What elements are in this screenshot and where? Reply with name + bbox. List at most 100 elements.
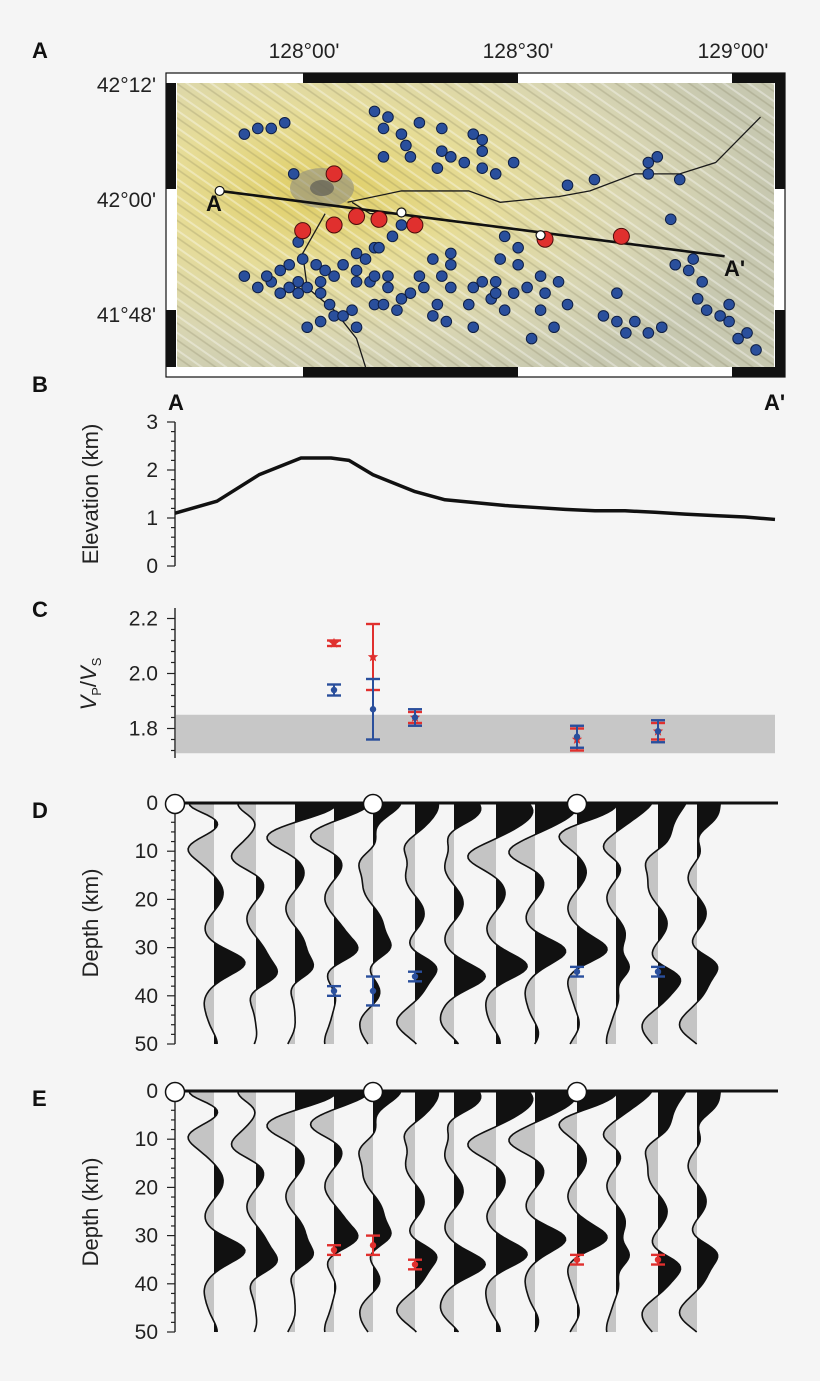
- station-marker: [310, 258, 322, 271]
- station-marker: [512, 258, 524, 271]
- station-marker: [350, 264, 363, 277]
- panel-d-trace-line: [187, 802, 246, 1045]
- panel-d-trace-negative-fill: [559, 803, 577, 1044]
- panel-e-trace-negative-fill: [267, 1091, 295, 1332]
- map-profile-line: [219, 189, 725, 258]
- panel-e-trace-negative-fill: [231, 1091, 256, 1332]
- panel-e-label: E: [32, 1086, 47, 1111]
- panel-e-trace-positive-fill: [256, 1091, 278, 1332]
- panel-d-trace-negative-fill: [267, 803, 295, 1044]
- panel-d-tick-label: 40: [135, 985, 158, 1008]
- station-marker: [507, 287, 520, 299]
- panel-d-trace-negative-fill: [396, 803, 415, 1044]
- station-marker: [597, 310, 610, 322]
- panel-e-trace-line: [467, 1090, 534, 1333]
- station-marker: [476, 276, 489, 288]
- station-marker: [436, 122, 448, 135]
- station-marker: [418, 281, 430, 294]
- panel-e-trace-negative-fill: [358, 1091, 373, 1332]
- station-marker: [292, 287, 304, 299]
- station-marker: [467, 321, 480, 334]
- station-marker: [548, 321, 560, 334]
- panel-d-trace-negative-fill: [188, 803, 214, 1044]
- panel-d-trace-negative-fill: [231, 803, 256, 1044]
- station-marker: [404, 151, 417, 163]
- profile-end-label: A': [764, 390, 785, 415]
- station-marker: [498, 230, 511, 243]
- panel-e-station-circle: [164, 1081, 186, 1103]
- station-marker: [382, 270, 394, 282]
- station-marker: [323, 298, 336, 311]
- panel-d-station-circle: [164, 793, 186, 815]
- panel-e-tick-label: 20: [135, 1176, 158, 1199]
- panel-d-depth-marker: [654, 968, 662, 975]
- blue-dot-marker: [369, 706, 377, 713]
- panel-e-trace-negative-fill: [467, 1091, 496, 1332]
- panel-d-trace: [395, 802, 440, 1045]
- station-marker: [395, 128, 408, 140]
- panel-e-trace: [266, 1091, 337, 1333]
- panel-e-traces: [187, 1090, 721, 1333]
- panel-e-trace-line: [395, 1090, 440, 1333]
- panel-e-trace-line: [602, 1090, 653, 1333]
- station-marker: [521, 281, 533, 294]
- large-station-marker: [325, 165, 343, 183]
- panel-e-trace-negative-fill: [396, 1091, 415, 1332]
- panel-d-depth-marker: [369, 987, 377, 995]
- station-marker: [337, 258, 349, 271]
- station-marker: [350, 321, 363, 334]
- panel-d-trace-positive-fill: [535, 803, 577, 1044]
- lon-label-128-30: 128°30': [483, 40, 554, 63]
- red-star-marker: [328, 637, 340, 648]
- elevation-tick-label: 2: [146, 459, 158, 482]
- profile-line: [219, 189, 725, 258]
- station-marker: [301, 281, 313, 294]
- profile-start-label: A: [168, 390, 184, 415]
- panel-e-ticks: 0 10 20 30 40 50: [135, 1080, 175, 1344]
- station-marker: [620, 327, 632, 339]
- panel-d-trace: [439, 802, 487, 1045]
- station-marker: [642, 168, 655, 180]
- station-marker: [283, 258, 296, 271]
- map-point-a-prime-label: A': [724, 256, 745, 281]
- station-marker: [445, 258, 457, 271]
- panel-e-circles: [164, 1081, 588, 1103]
- station-marker: [413, 270, 426, 282]
- panel-d-trace-negative-fill: [603, 803, 616, 1044]
- map-stations: [238, 105, 762, 356]
- station-marker: [732, 332, 744, 345]
- panel-e: E Depth (km) 0 10 20 30 40 50: [32, 1080, 778, 1344]
- station-marker: [467, 281, 480, 294]
- station-marker: [561, 298, 574, 311]
- panel-d-trace-positive-fill: [658, 803, 687, 1044]
- station-marker: [292, 276, 304, 288]
- station-marker: [489, 287, 502, 299]
- panel-e-trace-positive-fill: [616, 1091, 652, 1332]
- station-marker: [359, 253, 372, 265]
- station-marker: [525, 332, 538, 345]
- station-marker: [723, 298, 735, 311]
- panel-d-trace-negative-fill: [440, 803, 454, 1044]
- station-marker: [260, 270, 273, 282]
- station-marker: [314, 315, 327, 328]
- panel-e-trace-line: [558, 1090, 619, 1333]
- vpvs-axis-label: VP/VS: [76, 657, 104, 710]
- station-marker: [413, 116, 426, 129]
- panel-d-label: D: [32, 798, 48, 823]
- station-marker: [395, 219, 408, 231]
- panel-d-trace-negative-fill: [467, 803, 496, 1044]
- station-marker: [296, 253, 309, 265]
- panel-d-trace: [309, 802, 371, 1045]
- station-marker: [655, 321, 668, 334]
- station-marker: [664, 213, 677, 226]
- panel-e-trace-line: [508, 1090, 577, 1333]
- panel-d-trace: [230, 802, 279, 1045]
- station-marker: [741, 327, 753, 339]
- vpvs-markers: [327, 622, 665, 752]
- panel-d-trace: [508, 802, 577, 1045]
- station-marker: [431, 298, 444, 311]
- large-station-marker: [370, 210, 388, 228]
- station-marker: [274, 287, 287, 299]
- panel-e-trace-positive-fill: [535, 1091, 577, 1332]
- vpvs-ticks: 1.8 2.0 2.2: [129, 608, 175, 752]
